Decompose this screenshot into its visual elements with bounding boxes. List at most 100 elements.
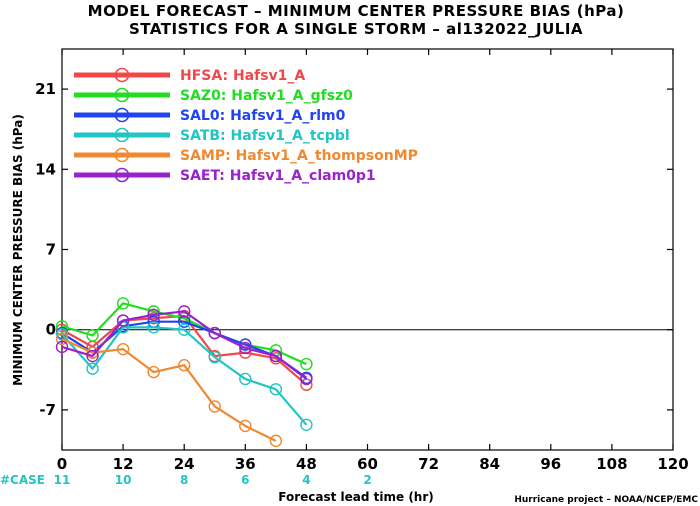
- x-axis-title: Forecast lead time (hr): [278, 490, 434, 504]
- legend-label: SAL0: Hafsv1_A_rlm0: [180, 108, 346, 124]
- series-layer: [55, 297, 313, 448]
- x-axis-ticks: 0 12 24 36 48 60 72 84 96 108 120: [57, 49, 689, 473]
- series-saet: [55, 305, 313, 386]
- data-point: [269, 434, 283, 448]
- data-point: [86, 362, 99, 375]
- x-tick-label: 24: [174, 455, 195, 473]
- legend-marker: [114, 87, 130, 103]
- legend-label: SATB: Hafsv1_A_tcpbl: [180, 128, 350, 144]
- data-point: [55, 340, 69, 354]
- x-tick-label: 12: [113, 455, 134, 473]
- case-label: #CASE: [0, 473, 45, 487]
- data-point: [116, 342, 130, 356]
- chart-title: MODEL FORECAST – MINIMUM CENTER PRESSURE…: [88, 2, 625, 20]
- series-samp: [55, 332, 283, 448]
- legend-label: SAZ0: Hafsv1_A_gfsz0: [180, 88, 353, 104]
- data-point: [55, 320, 69, 333]
- legend-series-name: SAMP:: [180, 148, 236, 164]
- data-point: [116, 314, 130, 327]
- x-tick-label: 120: [657, 455, 688, 473]
- data-point: [116, 297, 130, 310]
- data-point: [177, 323, 191, 336]
- series-satb: [55, 321, 313, 431]
- data-point: [269, 383, 283, 396]
- chart-subtitle: STATISTICS FOR A SINGLE STORM – al132022…: [129, 20, 583, 38]
- legend-series-name: SAET:: [180, 168, 230, 184]
- legend-model-name: Hafsv1_A: [233, 68, 305, 84]
- legend-item: HFSA: Hafsv1_A: [74, 67, 305, 84]
- x-tick-label: 84: [479, 455, 500, 473]
- x-tick-label: 0: [57, 455, 67, 473]
- legend-series-name: HFSA:: [180, 68, 233, 84]
- data-point: [208, 350, 221, 364]
- y-tick-label: 7: [46, 241, 56, 259]
- data-point: [147, 312, 160, 325]
- x-tick-label: 108: [596, 455, 627, 473]
- legend-item: SAL0: Hafsv1_A_rlm0: [74, 107, 346, 124]
- data-point: [239, 341, 252, 355]
- legend-item: SAZ0: Hafsv1_A_gfsz0: [74, 87, 353, 104]
- legend-model-name: Hafsv1_A_gfsz0: [231, 88, 353, 104]
- data-point: [300, 378, 313, 391]
- data-point: [300, 418, 313, 431]
- legend-model-name: Hafsv1_A_tcpbl: [231, 128, 350, 144]
- case-count: 8: [180, 473, 188, 487]
- legend-marker: [114, 147, 130, 163]
- data-point: [208, 400, 221, 413]
- y-tick-label: 21: [35, 80, 56, 98]
- case-counts: 11 10 8 6 4 2: [54, 473, 372, 487]
- legend-label: HFSA: Hafsv1_A: [180, 68, 305, 84]
- y-tick-label: -7: [39, 401, 56, 419]
- x-tick-label: 60: [357, 455, 378, 473]
- legend-model-name: Hafsv1_A_thompsonMP: [236, 148, 418, 164]
- data-point: [147, 321, 160, 334]
- data-point: [86, 346, 99, 359]
- case-count: 11: [54, 473, 71, 487]
- data-point: [239, 372, 252, 386]
- legend-item: SAMP: Hafsv1_A_thompsonMP: [74, 147, 418, 164]
- x-tick-label: 36: [235, 455, 256, 473]
- data-point: [147, 308, 160, 322]
- y-axis-title: MINIMUM CENTER PRESSURE BIAS (hPa): [11, 114, 25, 386]
- legend-model-name: Hafsv1_A_rlm0: [230, 108, 346, 124]
- series-line: [61, 302, 307, 366]
- data-point: [269, 349, 283, 363]
- legend-item: SATB: Hafsv1_A_tcpbl: [74, 127, 350, 144]
- legend-marker: [114, 67, 130, 83]
- legend-series-name: SAL0:: [180, 108, 230, 124]
- series-line: [61, 326, 308, 426]
- y-tick-label: 0: [46, 321, 56, 339]
- data-point: [300, 357, 313, 371]
- legend-marker: [114, 107, 130, 123]
- data-point: [177, 359, 191, 372]
- credit-text: Hurricane project – NOAA/NCEP/EMC: [514, 495, 698, 505]
- x-tick-label: 96: [540, 455, 561, 473]
- x-tick-label: 48: [296, 455, 317, 473]
- data-point: [86, 349, 99, 363]
- legend-label: SAET: Hafsv1_A_clam0p1: [180, 168, 376, 184]
- case-count: 2: [363, 473, 371, 487]
- legend-series-name: SAZ0:: [180, 88, 231, 104]
- legend-label: SAMP: Hafsv1_A_thompsonMP: [180, 148, 418, 164]
- y-tick-label: 14: [35, 160, 56, 178]
- data-point: [147, 365, 160, 379]
- case-count: 4: [302, 473, 310, 487]
- legend-item: SAET: Hafsv1_A_clam0p1: [74, 167, 376, 184]
- legend-marker: [114, 127, 130, 143]
- legend-marker: [114, 167, 130, 183]
- data-point: [208, 326, 221, 340]
- data-point: [239, 419, 252, 433]
- case-count: 10: [115, 473, 132, 487]
- legend-model-name: Hafsv1_A_clam0p1: [230, 168, 376, 184]
- plot-frame: [61, 48, 674, 451]
- series-line: [61, 310, 308, 380]
- data-point: [177, 305, 191, 318]
- x-tick-label: 72: [418, 455, 439, 473]
- y-axis-ticks: -7 0 7 14 21: [35, 80, 673, 419]
- data-point: [55, 332, 69, 346]
- case-count: 6: [241, 473, 249, 487]
- data-point: [86, 329, 99, 342]
- data-point: [300, 372, 313, 386]
